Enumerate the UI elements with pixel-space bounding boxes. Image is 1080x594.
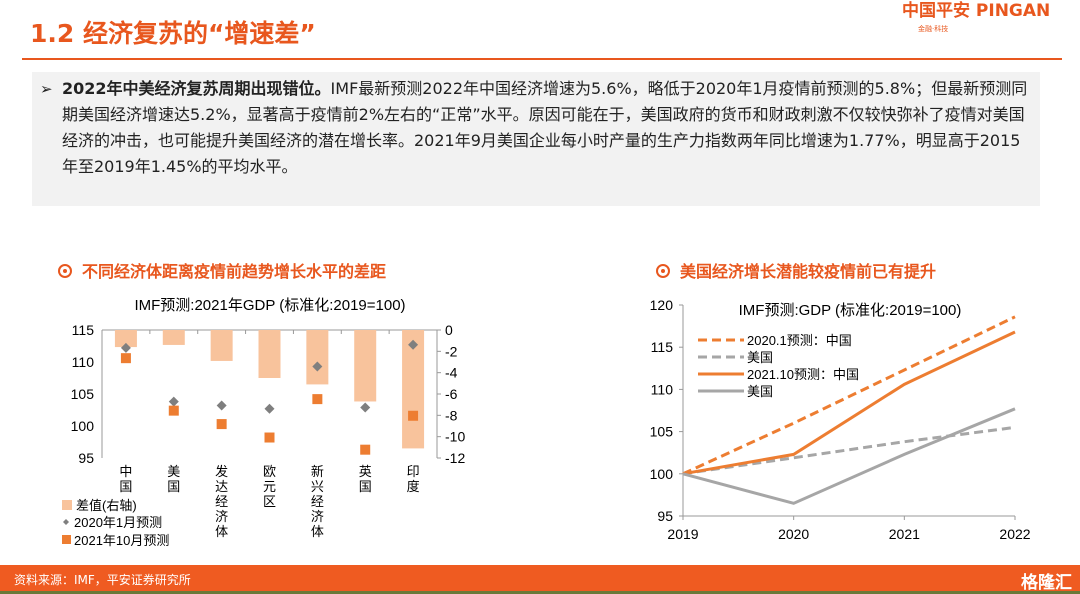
category-label: 发达经济体 bbox=[215, 464, 228, 539]
summary-body: IMF最新预测2022年中国经济增速为5.6%，略低于2020年1月疫情前预测的… bbox=[62, 79, 1028, 176]
y2-tick-label: -6 bbox=[445, 386, 458, 402]
y2-tick-label: -10 bbox=[445, 429, 465, 445]
jan2020-forecast-marker bbox=[360, 402, 371, 413]
arrow-bullet-icon: ➢ bbox=[40, 80, 53, 98]
y-tick-label: 100 bbox=[71, 418, 95, 434]
summary-box: ➢ 2022年中美经济复苏周期出现错位。IMF最新预测2022年中国经济增速为5… bbox=[32, 72, 1040, 206]
y-tick-label: 115 bbox=[651, 339, 674, 355]
brand-tagline: 金融·科技 bbox=[918, 25, 949, 33]
oct2021-forecast-marker bbox=[120, 353, 131, 364]
category-label: 印度 bbox=[407, 464, 420, 494]
footer-bar: 资料来源：IMF，平安证券研究所 格隆汇 bbox=[0, 565, 1080, 594]
legend-label: 2021.10预测：中国 bbox=[747, 367, 859, 382]
section-title-left: 不同经济体距离疫情前趋势增长水平的差距 bbox=[58, 262, 386, 282]
chart-title: IMF预测:GDP (标准化:2019=100) bbox=[739, 302, 962, 319]
legend-diamond-swatch bbox=[63, 519, 69, 525]
gap-bar bbox=[114, 330, 137, 348]
oct2021-forecast-marker bbox=[168, 405, 179, 416]
y-tick-label: 105 bbox=[650, 424, 674, 440]
section-title-right-text: 美国经济增长潜能较疫情前已有提升 bbox=[680, 262, 937, 281]
series-line bbox=[682, 330, 1016, 476]
chart-title: IMF预测:2021年GDP (标准化:2019=100) bbox=[134, 297, 405, 314]
y-tick-label: 100 bbox=[650, 466, 674, 482]
legend-label: 2020年1月预测 bbox=[74, 515, 162, 530]
target-icon bbox=[656, 264, 670, 278]
y2-tick-label: -4 bbox=[445, 365, 458, 381]
x-tick-label: 2020 bbox=[778, 526, 809, 542]
series-line bbox=[682, 407, 1016, 505]
oct2021-forecast-marker bbox=[216, 419, 227, 430]
gap-bar bbox=[162, 330, 185, 345]
legend-label: 美国 bbox=[747, 384, 773, 399]
gap-bar bbox=[210, 330, 233, 361]
brand-logo: 中国平安 PINGAN bbox=[902, 1, 1051, 21]
summary-lead: 2022年中美经济复苏周期出现错位。 bbox=[62, 79, 331, 98]
jan2020-forecast-marker bbox=[120, 342, 131, 353]
section-title-left-text: 不同经济体距离疫情前趋势增长水平的差距 bbox=[82, 262, 387, 281]
y2-tick-label: -12 bbox=[445, 450, 465, 466]
category-label: 中国 bbox=[119, 464, 132, 494]
title-divider bbox=[22, 58, 1062, 60]
x-tick-label: 2019 bbox=[667, 526, 698, 542]
oct2021-forecast-marker bbox=[312, 394, 323, 405]
y-tick-label: 120 bbox=[650, 297, 674, 313]
y-tick-label: 110 bbox=[72, 354, 95, 370]
gap-bar bbox=[306, 330, 329, 385]
gap-bar bbox=[354, 330, 377, 402]
y-tick-label: 110 bbox=[651, 381, 674, 397]
jan2020-forecast-marker bbox=[264, 403, 275, 414]
legend-label: 美国 bbox=[747, 350, 773, 365]
watermark-logo: 格隆汇 bbox=[1021, 573, 1072, 593]
page-title: 1.2 经济复苏的“增速差” bbox=[30, 19, 316, 48]
y2-tick-label: -8 bbox=[445, 407, 458, 423]
category-label: 欧元区 bbox=[263, 464, 276, 509]
series-line bbox=[682, 315, 1016, 476]
y-tick-label: 95 bbox=[78, 450, 94, 466]
gap-bar bbox=[402, 330, 425, 449]
x-tick-label: 2022 bbox=[999, 526, 1030, 542]
y-tick-label: 95 bbox=[657, 508, 673, 524]
target-icon bbox=[58, 264, 72, 278]
legend-label: 2021年10月预测 bbox=[74, 533, 169, 548]
jan2020-forecast-marker bbox=[408, 339, 419, 350]
category-label: 美国 bbox=[167, 464, 180, 494]
source-note: 资料来源：IMF，平安证券研究所 bbox=[14, 573, 191, 587]
category-label: 英国 bbox=[359, 464, 372, 494]
gap-bar bbox=[258, 330, 281, 378]
oct2021-forecast-marker bbox=[264, 432, 275, 443]
y2-tick-label: 0 bbox=[445, 322, 453, 338]
oct2021-forecast-marker bbox=[408, 410, 419, 421]
jan2020-forecast-marker bbox=[216, 400, 227, 411]
x-tick-label: 2021 bbox=[889, 526, 920, 542]
section-title-right: 美国经济增长潜能较疫情前已有提升 bbox=[656, 262, 936, 282]
y-tick-label: 115 bbox=[72, 322, 95, 338]
jan2020-forecast-marker bbox=[168, 396, 179, 407]
category-label: 新兴经济体 bbox=[311, 464, 324, 539]
legend-label: 2020.1预测：中国 bbox=[747, 333, 852, 348]
jan2020-forecast-marker bbox=[312, 361, 323, 372]
y-tick-label: 105 bbox=[71, 386, 95, 402]
legend-bar-swatch bbox=[62, 500, 72, 510]
y2-tick-label: -2 bbox=[445, 343, 458, 359]
series-line bbox=[682, 425, 1016, 476]
legend-label: 差值(右轴) bbox=[76, 498, 137, 513]
legend-square-swatch bbox=[62, 535, 71, 544]
oct2021-forecast-marker bbox=[360, 444, 371, 455]
